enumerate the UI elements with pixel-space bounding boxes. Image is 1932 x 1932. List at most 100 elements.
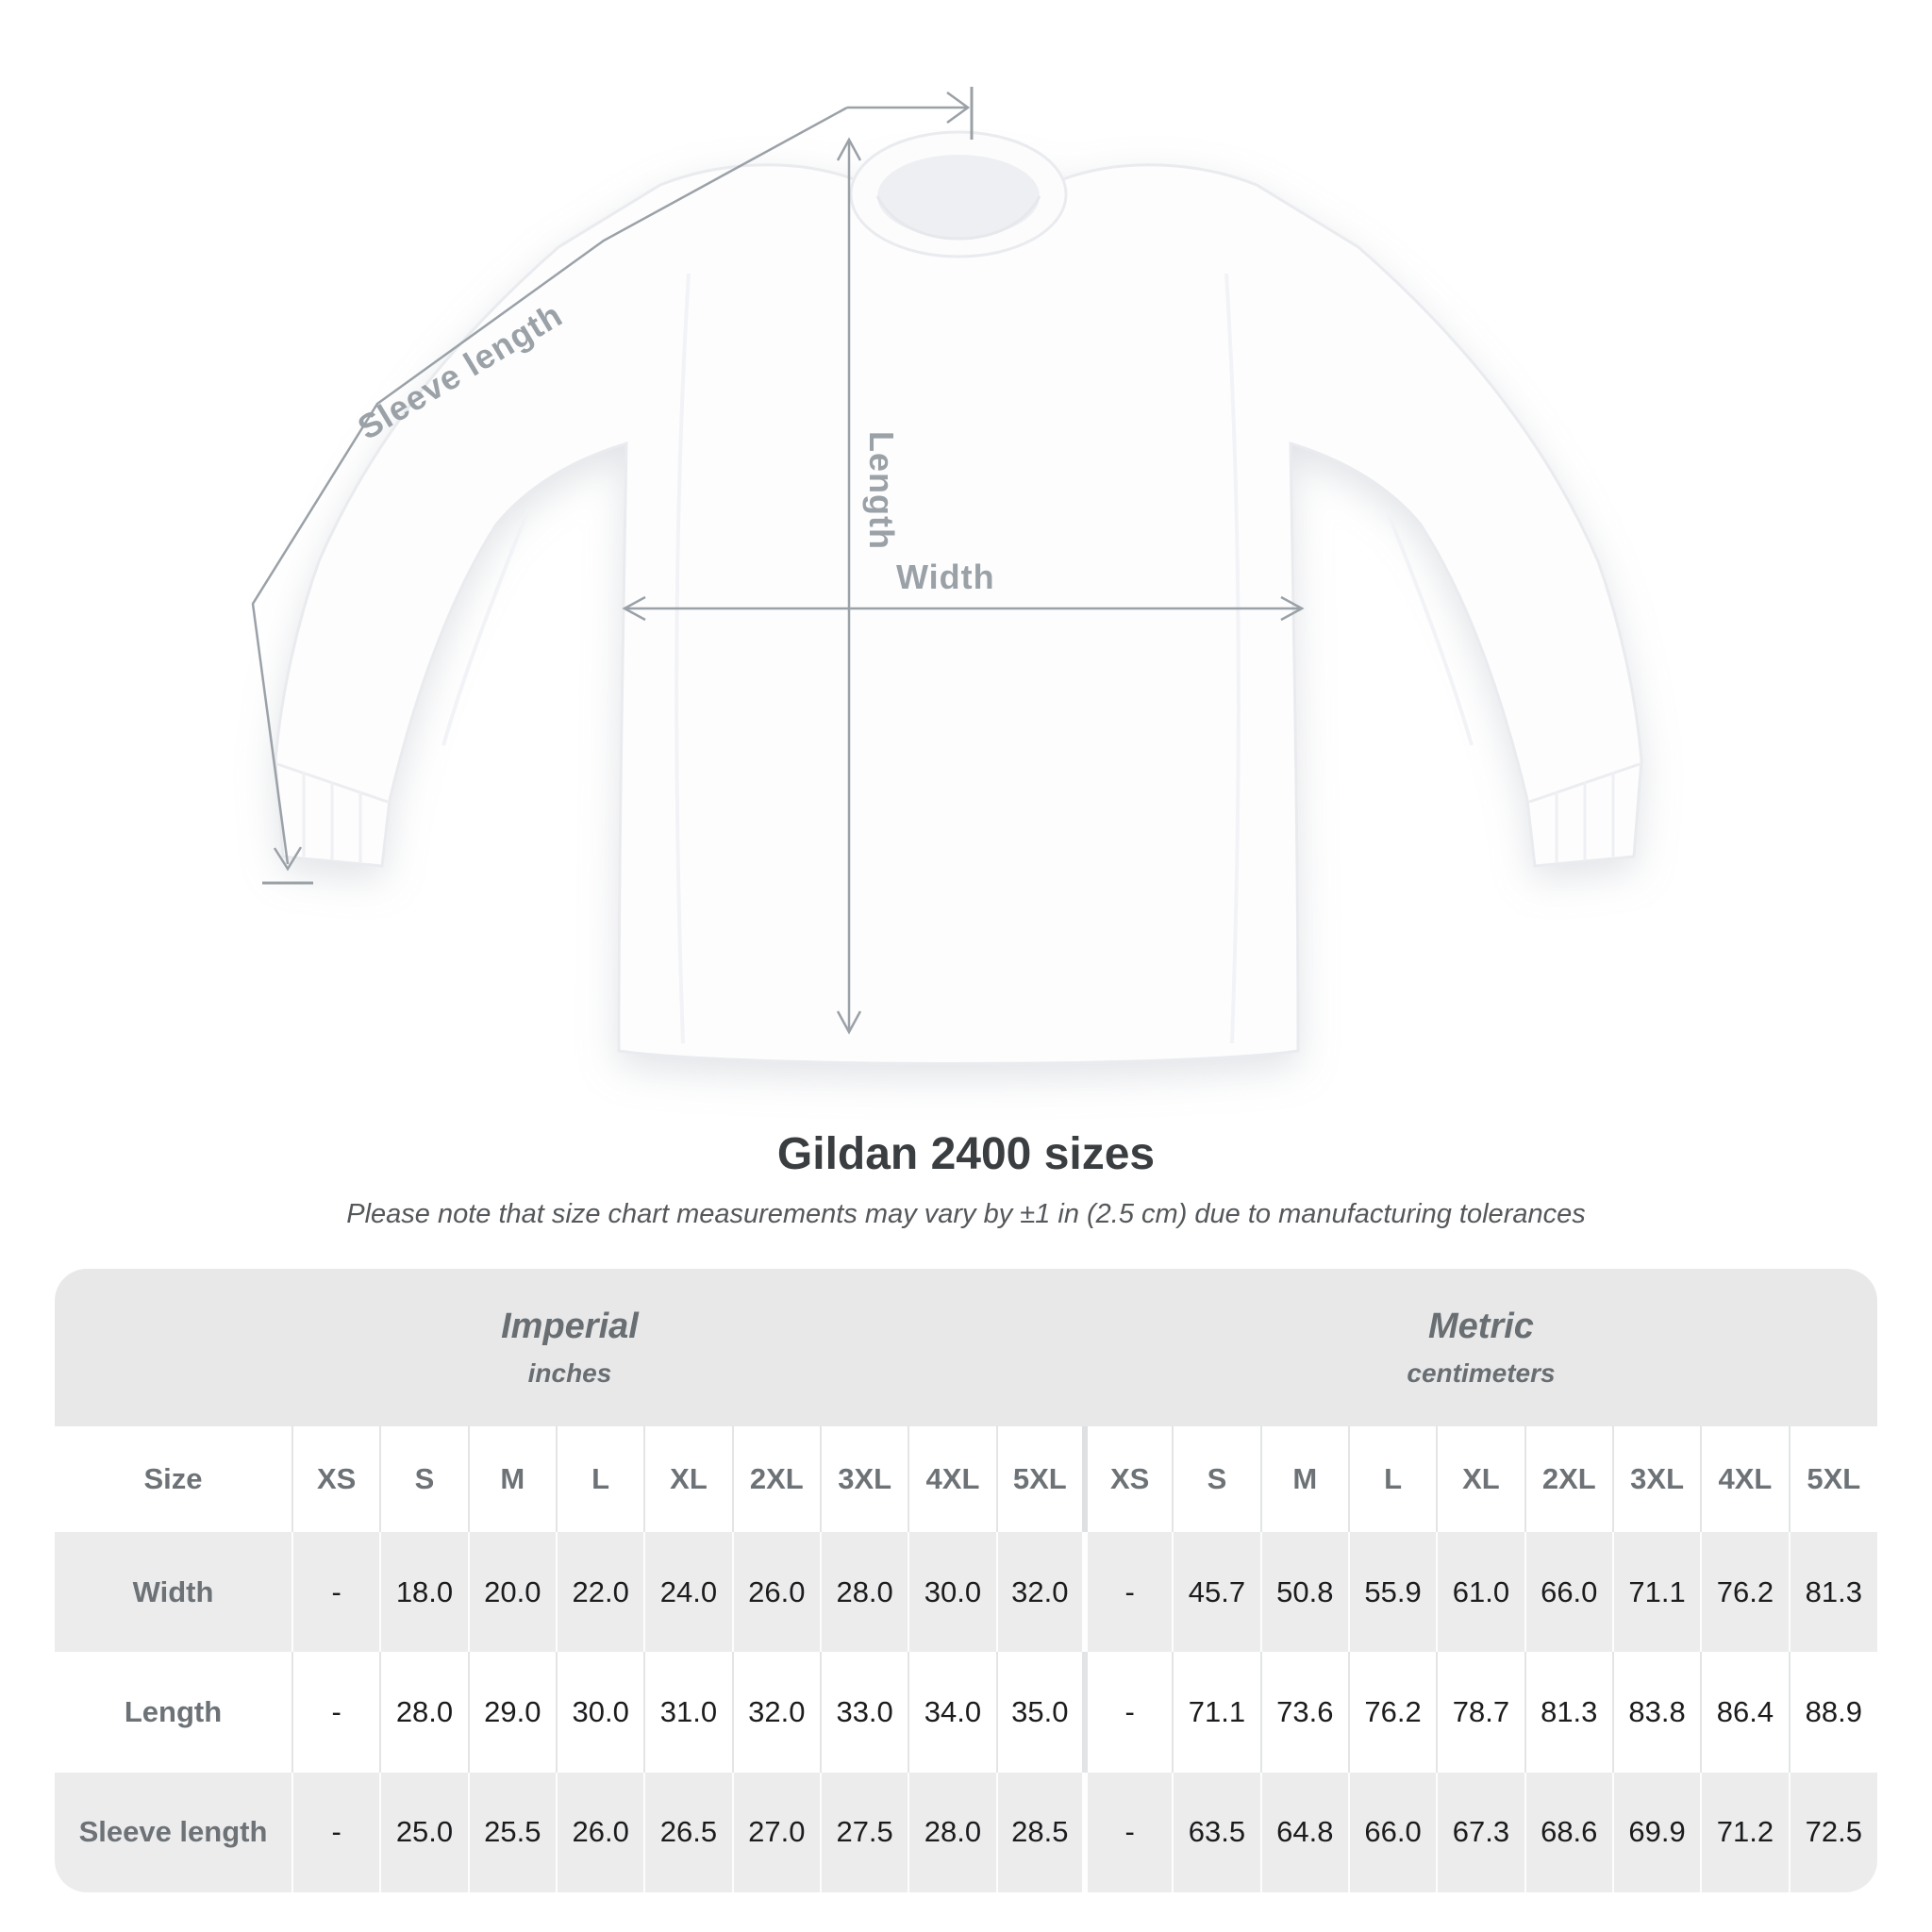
- right-cuff: [1528, 762, 1641, 862]
- size-header-metric-xs: XS: [1081, 1425, 1174, 1532]
- size-header-metric-3xl: 3XL: [1611, 1425, 1702, 1532]
- measurement-cell-metric: 73.6: [1259, 1652, 1349, 1773]
- measurement-cell-imperial: 20.0: [467, 1531, 557, 1653]
- size-table-container: Imperial inches Metric centimeters Size XS S M L…: [55, 1269, 1877, 1892]
- measurement-cell-imperial: 28.0: [908, 1772, 997, 1892]
- measurement-cell-metric: -: [1081, 1531, 1174, 1653]
- page-title: Gildan 2400 sizes: [776, 1129, 1156, 1179]
- measurement-cell-metric: 50.8: [1259, 1531, 1349, 1653]
- unit-group-label: Imperial: [501, 1306, 639, 1346]
- fabric-folds: [441, 273, 1474, 1044]
- heading-block: Gildan 2400 sizes Please note that size …: [0, 1128, 1932, 1230]
- measurement-cell-metric: 81.3: [1524, 1652, 1613, 1773]
- size-header-metric-5xl: 5XL: [1788, 1425, 1877, 1532]
- shirt-body-outline: [274, 157, 1643, 1065]
- measurement-cell-imperial: 35.0: [995, 1652, 1085, 1773]
- measurement-cell-metric: 76.2: [1700, 1531, 1790, 1653]
- shirt-illustration: [274, 130, 1643, 1065]
- size-header-imperial-3xl: 3XL: [819, 1425, 909, 1532]
- size-header-imperial-l: L: [555, 1425, 645, 1532]
- unit-group-label: Metric: [1428, 1306, 1534, 1346]
- size-header-metric-2xl: 2XL: [1524, 1425, 1613, 1532]
- size-table: Imperial inches Metric centimeters Size XS S M L…: [55, 1269, 1877, 1892]
- size-header-metric-l: L: [1347, 1425, 1438, 1532]
- measurement-cell-imperial: 26.5: [643, 1772, 733, 1892]
- measurement-cell-imperial: 31.0: [643, 1652, 733, 1773]
- measurement-cell-imperial: -: [291, 1652, 381, 1773]
- unit-group-row: Imperial inches Metric centimeters: [55, 1269, 1877, 1426]
- measurement-cell-metric: 88.9: [1788, 1652, 1877, 1773]
- size-header-imperial-2xl: 2XL: [731, 1425, 821, 1532]
- measurement-cell-imperial: 25.5: [467, 1772, 557, 1892]
- measurement-cell-imperial: 18.0: [379, 1531, 469, 1653]
- size-header-metric-4xl: 4XL: [1700, 1425, 1790, 1532]
- shirt-diagram-svg: Sleeve length Length Width: [251, 87, 1643, 1065]
- measurement-cell-metric: 63.5: [1172, 1772, 1261, 1892]
- length-label: Length: [862, 431, 901, 550]
- unit-group-units: centimeters: [1407, 1357, 1556, 1388]
- measurement-cell-imperial: 25.0: [379, 1772, 469, 1892]
- size-header-imperial-m: M: [467, 1425, 557, 1532]
- measurement-cell-metric: 72.5: [1788, 1772, 1877, 1892]
- width-arrow: Width: [622, 558, 1305, 622]
- measurement-cell-imperial: 29.0: [467, 1652, 557, 1773]
- measurement-row: Sleeve length -25.0 25.5 26.0 26.5 27.0 27.5 28…: [55, 1772, 1877, 1892]
- row-label: Sleeve length: [55, 1772, 292, 1892]
- measurement-cell-metric: 71.1: [1172, 1652, 1261, 1773]
- unit-group-units: inches: [527, 1357, 612, 1388]
- measurement-cell-metric: 86.4: [1700, 1652, 1790, 1773]
- shirt-measurement-diagram: Sleeve length Length Width: [251, 87, 1643, 1065]
- measurement-cell-metric: 67.3: [1436, 1772, 1525, 1892]
- size-header-imperial-5xl: 5XL: [995, 1425, 1085, 1532]
- measurement-cell-imperial: 32.0: [731, 1652, 821, 1773]
- measurement-cell-imperial: -: [291, 1531, 381, 1653]
- measurement-cell-metric: 68.6: [1524, 1772, 1613, 1892]
- measurement-cell-metric: 81.3: [1788, 1531, 1877, 1653]
- measurement-cell-metric: 76.2: [1347, 1652, 1438, 1773]
- size-header-imperial-xl: XL: [643, 1425, 733, 1532]
- row-label: Length: [55, 1652, 292, 1773]
- tolerance-note: Please note that size chart measurements…: [346, 1199, 1586, 1229]
- size-header-imperial-s: S: [379, 1425, 469, 1532]
- measurement-row: Width -18.0 20.0 22.0 24.0 26.0 28.0 30.0 32.0-4…: [55, 1531, 1877, 1653]
- measurement-cell-imperial: 22.0: [555, 1531, 645, 1653]
- measurement-cell-metric: 55.9: [1347, 1531, 1438, 1653]
- measurement-cell-imperial: 33.0: [819, 1652, 909, 1773]
- measurement-cell-imperial: 24.0: [643, 1531, 733, 1653]
- measurement-cell-metric: 83.8: [1611, 1652, 1702, 1773]
- measurement-cell-imperial: 26.0: [731, 1531, 821, 1653]
- measurement-cell-metric: 45.7: [1172, 1531, 1261, 1653]
- measurement-cell-metric: 71.1: [1611, 1531, 1702, 1653]
- measurement-cell-imperial: 32.0: [995, 1531, 1085, 1653]
- collar: [849, 130, 1068, 258]
- size-column-header: Size: [143, 1461, 203, 1495]
- row-label: Width: [55, 1531, 292, 1653]
- measurement-cell-imperial: 26.0: [555, 1772, 645, 1892]
- measurement-row: Length -28.0 29.0 30.0 31.0 32.0 33.0 34.0 35.0-…: [55, 1652, 1877, 1773]
- measurement-cell-metric: -: [1081, 1652, 1174, 1773]
- measurement-cell-imperial: 34.0: [908, 1652, 997, 1773]
- measurement-cell-imperial: 30.0: [555, 1652, 645, 1773]
- unit-group-metric: Metric centimeters: [1084, 1269, 1877, 1426]
- measurement-cell-metric: 61.0: [1436, 1531, 1525, 1653]
- measurement-cell-imperial: 30.0: [908, 1531, 997, 1653]
- measurement-cell-metric: 64.8: [1259, 1772, 1349, 1892]
- size-header-imperial-xs: XS: [291, 1425, 381, 1532]
- length-arrow: Length: [836, 137, 901, 1035]
- measurement-cell-metric: 71.2: [1700, 1772, 1790, 1892]
- measurement-cell-imperial: 27.0: [731, 1772, 821, 1892]
- size-header-metric-s: S: [1172, 1425, 1261, 1532]
- measurement-cell-metric: -: [1081, 1772, 1174, 1892]
- size-header-row: Size XS S M L XL 2XL 3XL 4XL 5XL XS S M L XL 2XL 3XL 4XL 5…: [55, 1425, 1877, 1532]
- size-header-metric-xl: XL: [1436, 1425, 1525, 1532]
- measurement-cell-metric: 69.9: [1611, 1772, 1702, 1892]
- unit-group-imperial: Imperial inches: [55, 1269, 1085, 1426]
- width-label: Width: [896, 558, 995, 596]
- left-cuff: [276, 762, 389, 862]
- measurement-cell-imperial: 28.0: [819, 1531, 909, 1653]
- measurement-cell-metric: 78.7: [1436, 1652, 1525, 1773]
- measurement-cell-imperial: 28.5: [995, 1772, 1085, 1892]
- measurement-cell-imperial: -: [291, 1772, 381, 1892]
- measurement-cell-metric: 66.0: [1524, 1531, 1613, 1653]
